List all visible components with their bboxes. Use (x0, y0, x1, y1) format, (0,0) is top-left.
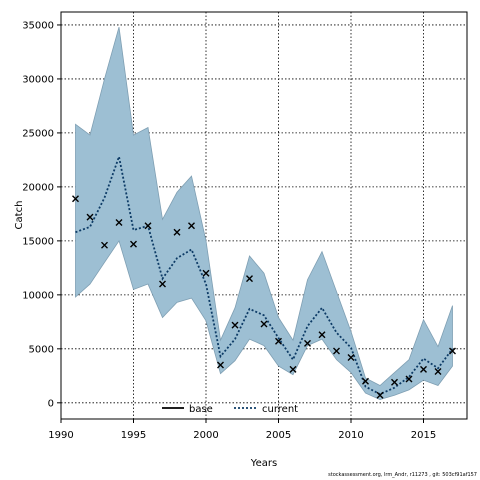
legend-base-label: base (189, 404, 213, 415)
x-tick-label: 2015 (411, 430, 436, 441)
observed-point (101, 241, 108, 249)
observed-point (376, 391, 384, 399)
observed-point (333, 347, 340, 355)
observed-point (420, 365, 427, 373)
observed-point (72, 195, 79, 203)
y-tick-labels: 0 5000 10000 15000 20000 25000 30000 35000 (22, 20, 54, 409)
observed-point (231, 321, 239, 329)
x-tick-label: 2005 (266, 430, 291, 441)
current-line (75, 153, 454, 396)
observed-markers (72, 195, 456, 399)
y-tick-label: 5000 (29, 344, 54, 355)
plot-frame (60, 11, 468, 420)
observed-point (260, 320, 268, 328)
observed-point (188, 222, 195, 230)
legend-current-label: current (262, 404, 298, 415)
y-tick-label: 15000 (22, 236, 54, 247)
axes (57, 11, 468, 423)
x-axis-label: Years (250, 458, 277, 469)
y-tick-label: 20000 (22, 182, 54, 193)
confidence-band (75, 27, 453, 400)
observed-point (246, 275, 253, 283)
observed-point (130, 240, 137, 248)
observed-point (115, 219, 123, 227)
observed-point (304, 339, 311, 347)
observed-point (434, 368, 442, 375)
observed-point (202, 269, 210, 277)
observed-point (173, 228, 181, 236)
x-tick-label: 2010 (338, 430, 363, 441)
observed-point (86, 213, 94, 221)
observed-point (217, 361, 224, 369)
x-tick-label: 2000 (193, 430, 218, 441)
observed-point (144, 222, 152, 230)
observed-point (318, 331, 326, 339)
footer-credit: stockassessment.org, lrm_Andr, r11273 , … (328, 472, 477, 478)
observed-point (159, 280, 166, 288)
observed-point (275, 337, 282, 345)
observed-point (405, 375, 413, 383)
y-tick-label: 25000 (22, 128, 54, 139)
observed-point (289, 365, 297, 373)
y-tick-label: 10000 (22, 290, 54, 301)
x-tick-label: 1990 (48, 430, 73, 441)
observed-point (362, 377, 369, 385)
current-series-line (75, 153, 454, 396)
observed-point (391, 378, 398, 386)
y-axis-label: Catch (14, 201, 25, 230)
y-tick-label: 35000 (22, 20, 54, 31)
observed-point (347, 353, 355, 361)
y-tick-label: 0 (48, 398, 54, 409)
x-tick-label: 1995 (121, 430, 146, 441)
x-tick-labels: 1990 1995 2000 2005 2010 2015 (48, 430, 436, 441)
observed-point (449, 347, 456, 355)
legend: base current (162, 404, 298, 415)
y-tick-label: 30000 (22, 74, 54, 85)
band-area (75, 27, 453, 400)
